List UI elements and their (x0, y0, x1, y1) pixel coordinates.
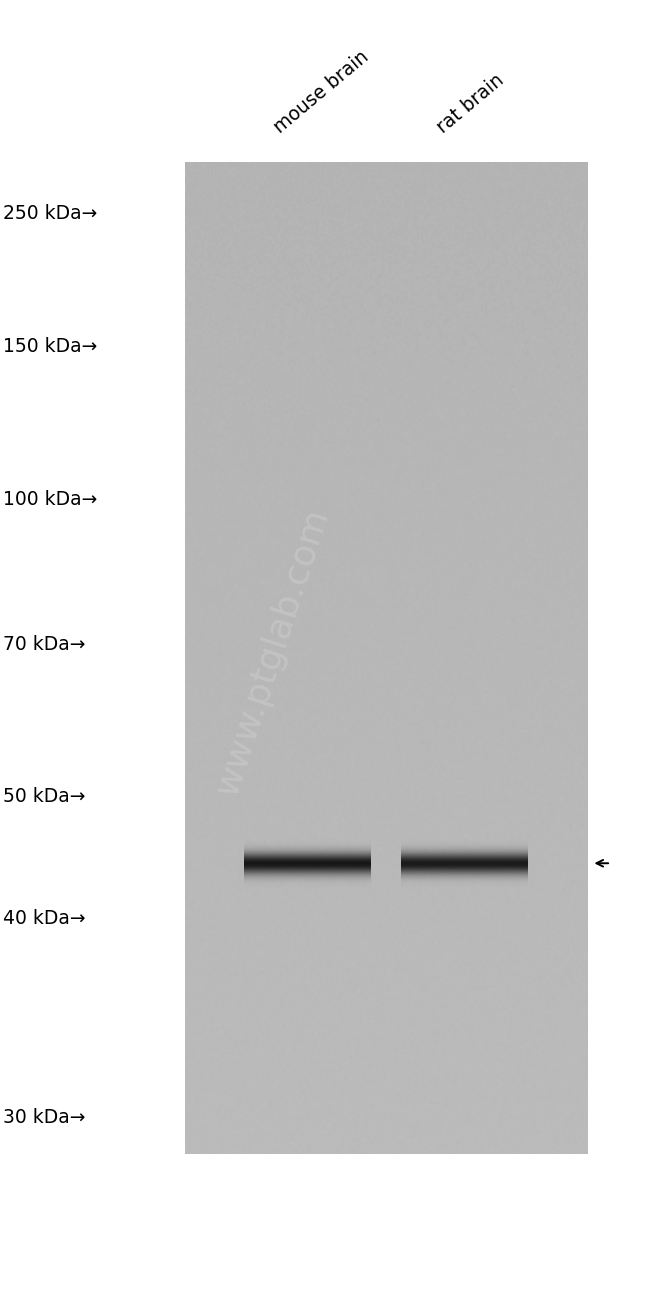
Text: 150 kDa→: 150 kDa→ (3, 338, 98, 356)
Text: 70 kDa→: 70 kDa→ (3, 635, 86, 653)
Text: 100 kDa→: 100 kDa→ (3, 490, 98, 509)
Text: mouse brain: mouse brain (270, 47, 372, 137)
Text: 50 kDa→: 50 kDa→ (3, 788, 86, 806)
Text: rat brain: rat brain (433, 70, 507, 137)
Text: 30 kDa→: 30 kDa→ (3, 1108, 86, 1127)
Text: 250 kDa→: 250 kDa→ (3, 205, 98, 223)
Text: 40 kDa→: 40 kDa→ (3, 909, 86, 927)
Text: www.ptglab.com: www.ptglab.com (211, 505, 335, 799)
